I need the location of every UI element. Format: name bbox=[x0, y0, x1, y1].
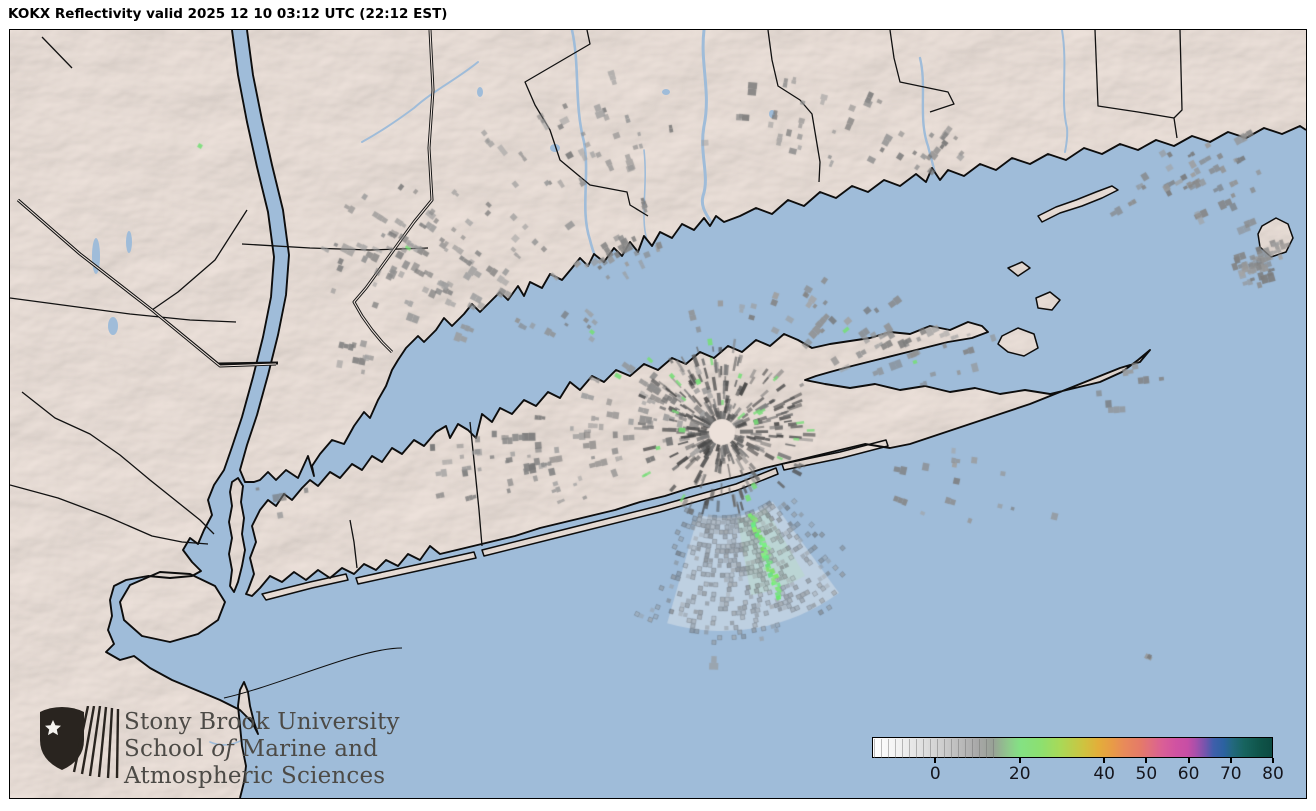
colorbar-tick bbox=[1145, 758, 1148, 763]
colorbar-gradient bbox=[872, 737, 1273, 758]
colorbar-tick-label: 50 bbox=[1135, 764, 1158, 784]
colorbar-tick bbox=[1229, 758, 1232, 763]
colorbar-tick bbox=[1103, 758, 1106, 763]
colorbar-tick-label: 60 bbox=[1177, 764, 1200, 784]
radar-echo-layer bbox=[10, 30, 1306, 798]
logo-line-3: Atmospheric Sciences bbox=[124, 763, 386, 789]
map-title: KOKX Reflectivity valid 2025 12 10 03:12… bbox=[8, 6, 448, 22]
colorbar-tick bbox=[1187, 758, 1190, 763]
colorbar-tick bbox=[1272, 758, 1274, 763]
stony-brook-shield-icon bbox=[40, 705, 120, 779]
colorbar-tick bbox=[1018, 758, 1021, 763]
stony-brook-logo: Stony Brook University School of Marine … bbox=[38, 705, 400, 798]
colorbar-tick bbox=[934, 758, 937, 763]
colorbar-tick-label: 80 bbox=[1262, 764, 1284, 784]
colorbar-tick-label: 40 bbox=[1093, 764, 1115, 784]
stony-brook-wordmark: Stony Brook University School of Marine … bbox=[124, 709, 400, 790]
logo-line-1: Stony Brook University bbox=[124, 709, 400, 735]
colorbar-step-lines bbox=[874, 739, 994, 758]
logo-line-2: School of Marine and bbox=[124, 736, 379, 762]
colorbar-tick-label: 70 bbox=[1219, 764, 1242, 784]
colorbar-tick-label: 0 bbox=[929, 764, 941, 784]
radar-map: Stony Brook University School of Marine … bbox=[9, 29, 1307, 799]
colorbar-tick-label: 20 bbox=[1008, 764, 1031, 784]
reflectivity-colorbar: 0 20 40 50 60 70 80 bbox=[872, 737, 1284, 786]
